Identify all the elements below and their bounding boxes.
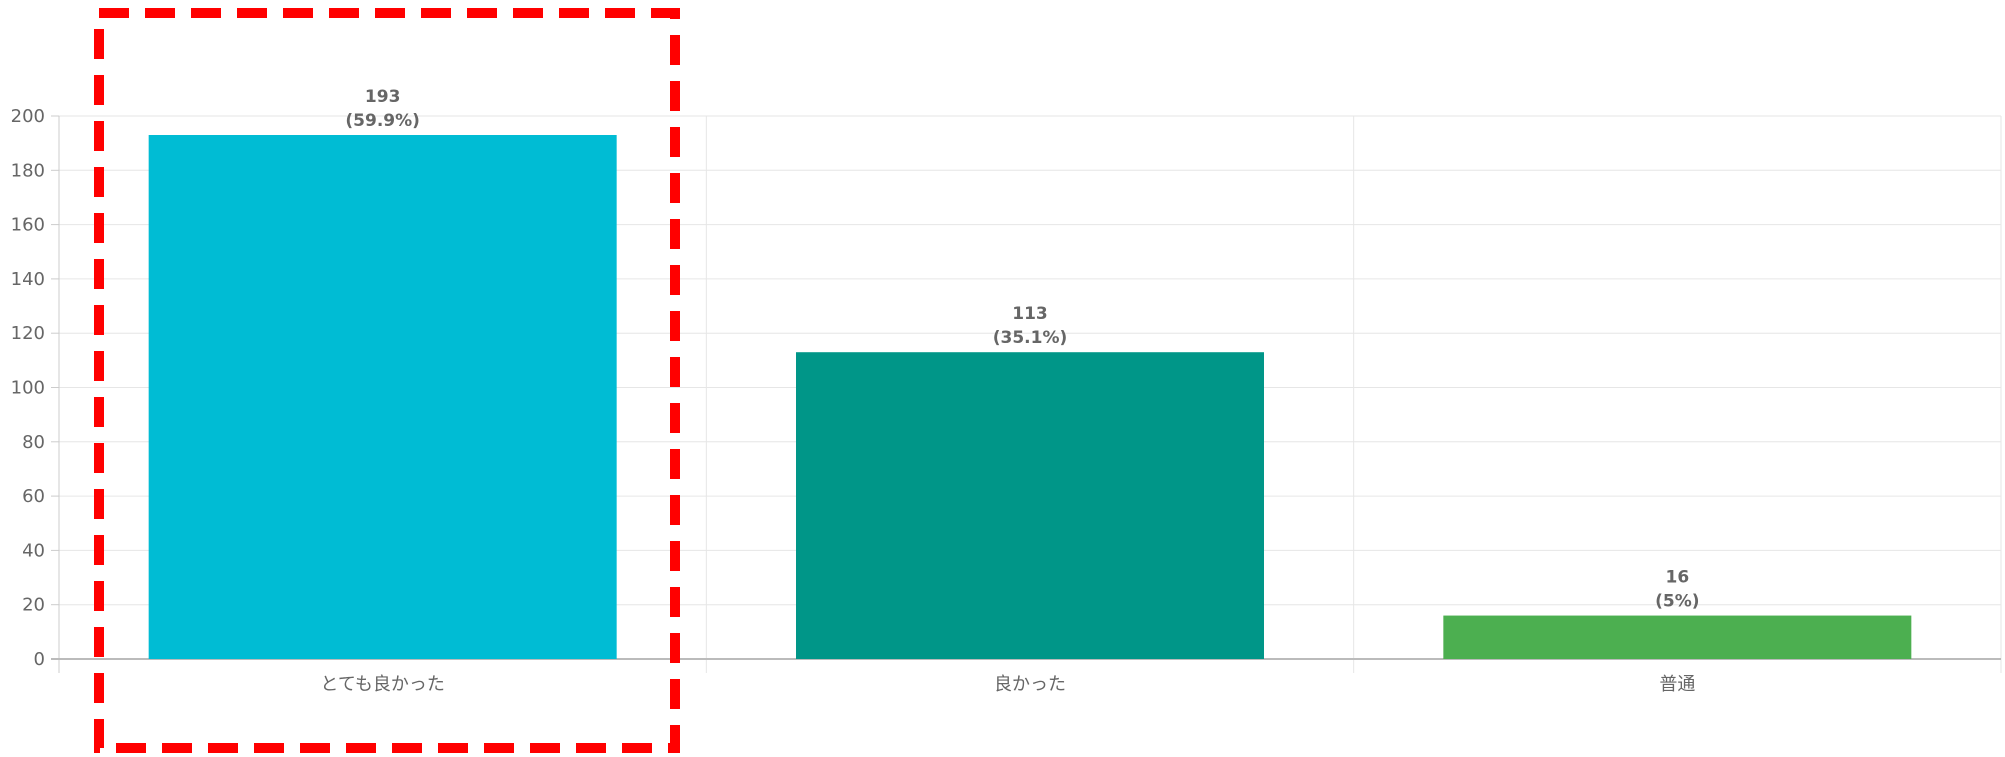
- bar-2: [796, 352, 1264, 659]
- bar-3: [1443, 615, 1912, 659]
- y-tick-label: 40: [22, 540, 45, 561]
- x-category-label: 普通: [1659, 674, 1695, 695]
- bar-value-label: 16: [1665, 568, 1689, 588]
- y-tick-label: 80: [22, 432, 45, 453]
- y-tick-label: 180: [11, 160, 45, 181]
- y-tick-label: 140: [11, 269, 45, 290]
- data-labels: 193 (59.9%) 113 (35.1%) 16 (5%): [345, 87, 1699, 612]
- bar-percent-label: (35.1%): [993, 328, 1068, 348]
- y-tick-label: 160: [11, 215, 45, 236]
- x-category-label: とても良かった: [320, 674, 445, 695]
- highlight-layer: [94, 8, 680, 753]
- bar-value-label: 193: [365, 87, 401, 107]
- bar-value-label: 113: [1012, 304, 1048, 324]
- y-tick-label: 200: [11, 106, 45, 127]
- bar-percent-label: (5%): [1655, 592, 1699, 612]
- y-tick-label: 20: [22, 595, 45, 616]
- x-axis-labels: とても良かった 良かった 普通: [320, 674, 1695, 695]
- bar-series: [148, 135, 1912, 659]
- y-tick-label: 0: [34, 649, 45, 670]
- x-category-label: 良かった: [994, 674, 1066, 695]
- y-tick-label: 100: [11, 378, 45, 399]
- y-tick-label: 120: [11, 323, 45, 344]
- y-axis-ticks: 0 20 40 60 80 100 120 140 160 180 200: [11, 106, 45, 670]
- bar-percent-label: (59.9%): [345, 111, 420, 131]
- y-tick-label: 60: [22, 486, 45, 507]
- bar-1: [148, 135, 617, 659]
- highlight-dashed-box: [94, 8, 680, 753]
